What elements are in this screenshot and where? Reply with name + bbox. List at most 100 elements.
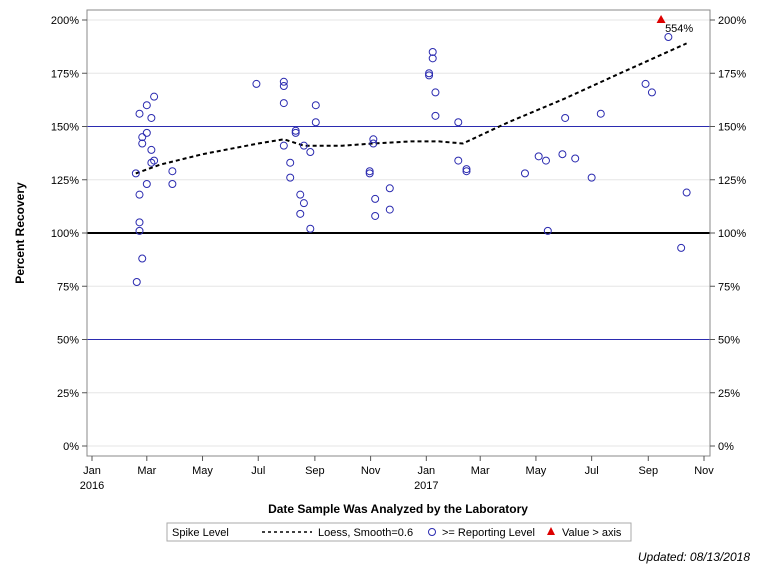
data-point [286, 173, 295, 182]
x-tick-label: Nov [694, 465, 714, 477]
data-point [279, 141, 288, 150]
data-point [385, 184, 394, 193]
data-point [135, 190, 144, 199]
data-point [311, 118, 320, 127]
data-point [147, 145, 156, 154]
data-point [431, 88, 440, 97]
y-tick-label-right: 75% [718, 281, 740, 293]
y-tick-label-right: 100% [718, 228, 746, 240]
data-point [135, 218, 144, 227]
data-point [279, 82, 288, 91]
data-point [311, 101, 320, 110]
y-tick-label-left: 100% [51, 228, 79, 240]
data-point [454, 156, 463, 165]
x-tick-label: Sep [305, 465, 325, 477]
data-point [371, 194, 380, 203]
y-axis-right: 0% 25% 50% 75% 100% 125% 150% 175% 200% [710, 15, 746, 453]
data-point [150, 156, 159, 165]
data-point [291, 126, 300, 135]
reference-lines [87, 126, 710, 340]
data-point [135, 226, 144, 235]
data-point [131, 169, 140, 178]
y-tick-label-right: 175% [718, 68, 746, 80]
y-tick-label-left: 175% [51, 68, 79, 80]
loess-path [135, 42, 688, 175]
legend-reporting-label: >= Reporting Level [442, 527, 535, 539]
x-tick-label: Jan [417, 465, 435, 477]
x-tick-label: May [526, 465, 547, 477]
data-point [428, 54, 437, 63]
data-point [296, 190, 305, 199]
y-axis-title: Percent Recovery [13, 182, 27, 284]
data-point [428, 47, 437, 56]
x-tick-label: Jul [585, 465, 599, 477]
data-point [561, 113, 570, 122]
x-tick-label: Jan [83, 465, 101, 477]
x-tick-year-label: 2016 [80, 480, 104, 492]
data-point [425, 69, 434, 78]
legend-triangle-symbol [547, 527, 555, 535]
overflow-value-label: 554% [665, 23, 693, 35]
data-point [135, 109, 144, 118]
y-tick-label-left: 125% [51, 175, 79, 187]
overflow-marker [656, 15, 666, 23]
data-point [142, 180, 151, 189]
y-tick-label-right: 25% [718, 388, 740, 400]
data-point [279, 77, 288, 86]
data-point [587, 173, 596, 182]
legend-loess-label: Loess, Smooth=0.6 [318, 527, 413, 539]
data-point [142, 101, 151, 110]
y-tick-label-right: 200% [718, 15, 746, 27]
legend-overflow-label: Value > axis [562, 527, 622, 539]
data-point [682, 188, 691, 197]
y-axis-left: 0% 25% 50% 75% 100% 125% 150% 175% 200% [51, 15, 87, 453]
x-tick-label: Jul [251, 465, 265, 477]
x-tick-label: Sep [638, 465, 658, 477]
data-point [299, 199, 308, 208]
y-tick-label-right: 50% [718, 335, 740, 347]
y-tick-label-right: 150% [718, 122, 746, 134]
x-axis: Jan 2016 Mar May Jul Sep Nov Jan 2017 Mar May Jul Se… [80, 456, 714, 492]
data-point [596, 109, 605, 118]
data-point [462, 167, 471, 176]
data-point [541, 156, 550, 165]
data-point [296, 209, 305, 218]
legend-title: Spike Level [172, 527, 229, 539]
x-tick-label: Mar [137, 465, 156, 477]
loess-line [135, 42, 688, 175]
data-point [147, 158, 156, 167]
data-point [365, 169, 374, 178]
data-point [558, 150, 567, 159]
data-point [252, 79, 261, 88]
x-axis-title: Date Sample Was Analyzed by the Laborato… [268, 502, 528, 516]
data-point [168, 180, 177, 189]
data-point [132, 277, 141, 286]
x-tick-label: Mar [471, 465, 490, 477]
x-tick-label: Nov [361, 465, 381, 477]
data-point [664, 33, 673, 42]
data-point [306, 148, 315, 157]
data-point [431, 111, 440, 120]
data-point [385, 205, 394, 214]
data-point [677, 243, 686, 252]
data-point [365, 167, 374, 176]
data-point [306, 224, 315, 233]
data-point [286, 158, 295, 167]
data-point [138, 139, 147, 148]
legend: Spike Level Loess, Smooth=0.6 >= Reporti… [166, 522, 632, 542]
data-points [131, 33, 691, 286]
y-tick-label-left: 50% [57, 335, 79, 347]
y-tick-label-left: 200% [51, 15, 79, 27]
updated-date: Updated: 08/13/2018 [638, 550, 750, 564]
data-point [425, 71, 434, 80]
data-point [168, 167, 177, 176]
data-point [369, 139, 378, 148]
data-point [138, 254, 147, 263]
y-tick-label-left: 25% [57, 388, 79, 400]
data-point [138, 133, 147, 142]
data-point [641, 79, 650, 88]
data-point [291, 128, 300, 137]
data-point [150, 92, 159, 101]
